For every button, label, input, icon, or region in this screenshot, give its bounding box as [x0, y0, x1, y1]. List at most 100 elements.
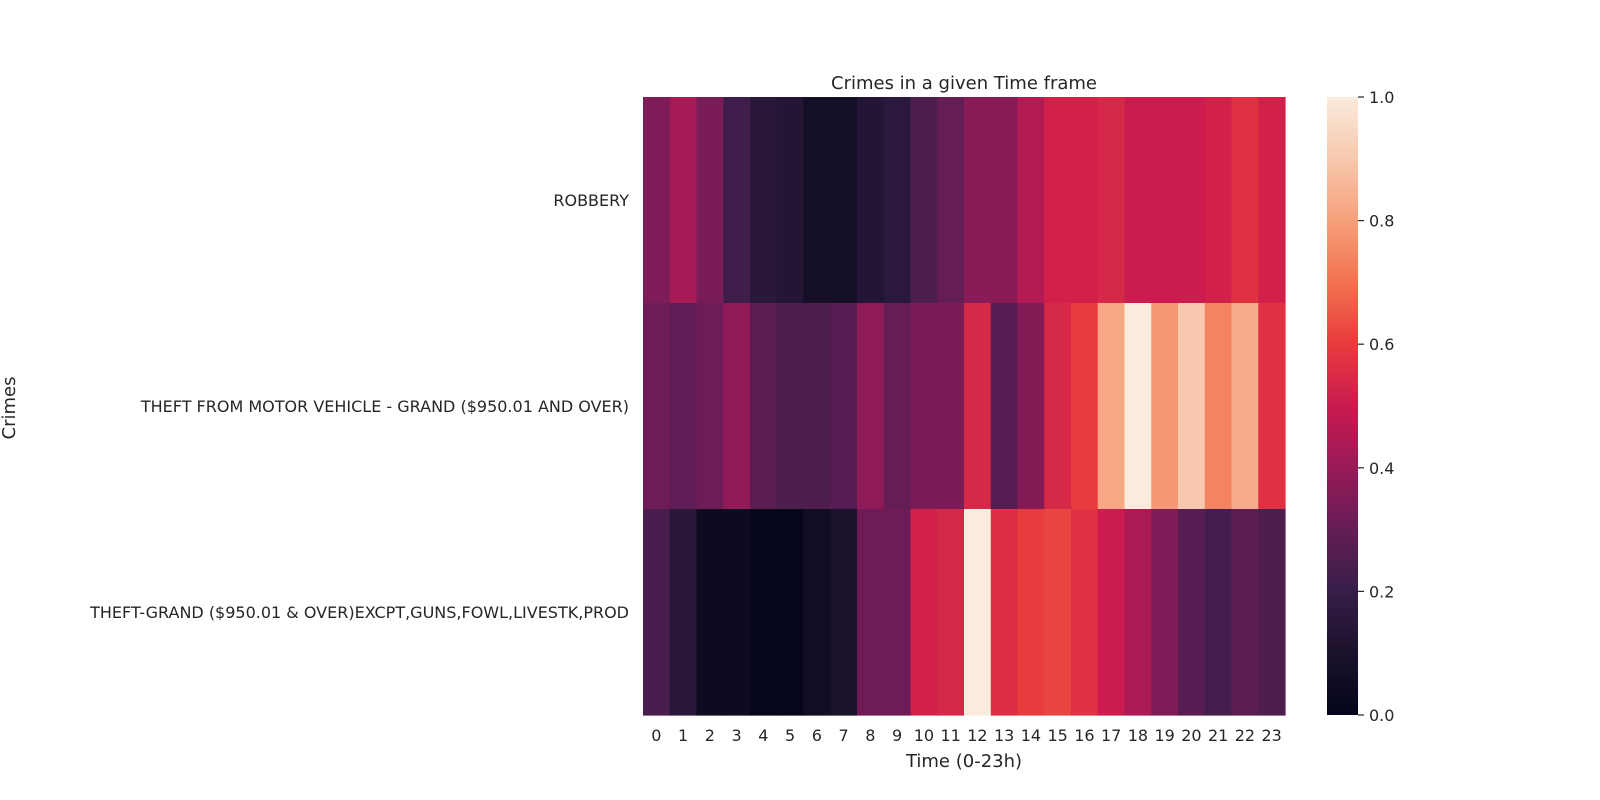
x-tick-label: 7: [839, 726, 849, 745]
heatmap-cell: [990, 303, 1019, 510]
heatmap-cell: [1258, 97, 1286, 304]
heatmap-cell: [937, 303, 965, 510]
heatmap-cell: [750, 303, 778, 510]
heatmap-cell: [1097, 303, 1126, 510]
colorbar-tick-label: 1.0: [1369, 88, 1394, 107]
heatmap-cell: [1071, 97, 1099, 304]
x-tick-label: 4: [758, 726, 768, 745]
heatmap-cell: [723, 509, 751, 716]
heatmap-cell: [964, 97, 992, 304]
heatmap-cell: [776, 303, 805, 510]
heatmap-cell: [830, 303, 858, 510]
x-tick-label: 5: [785, 726, 795, 745]
x-tick-label: 3: [732, 726, 742, 745]
heatmap-cell: [964, 303, 992, 510]
x-tick-label: 0: [651, 726, 661, 745]
heatmap-cell: [643, 509, 671, 716]
heatmap-cell: [723, 97, 751, 304]
heatmap-cell: [1097, 97, 1126, 304]
heatmap-cell: [1178, 303, 1206, 510]
heatmap-cell: [1097, 509, 1126, 716]
heatmap-cell: [1231, 97, 1259, 304]
heatmap-cell: [910, 303, 938, 510]
x-tick-label: 17: [1101, 726, 1121, 745]
heatmap-cell: [1017, 97, 1045, 304]
x-tick-label: 23: [1261, 726, 1281, 745]
heatmap-cell: [857, 509, 885, 716]
colorbar-tick-label: 0.4: [1369, 459, 1394, 478]
x-tick-label: 18: [1128, 726, 1148, 745]
y-tick-labels: ROBBERY THEFT FROM MOTOR VEHICLE - GRAND …: [89, 191, 629, 622]
heatmap-cell: [696, 509, 724, 716]
heatmap-cell: [937, 97, 965, 304]
x-tick-label: 11: [940, 726, 960, 745]
heatmap-cell: [1124, 97, 1152, 304]
y-tick-label: THEFT FROM MOTOR VEHICLE - GRAND ($950.0…: [140, 397, 629, 416]
heatmap-cell: [669, 97, 698, 304]
heatmap-cell: [696, 303, 724, 510]
x-tick-label: 20: [1181, 726, 1201, 745]
heatmap-cell: [857, 97, 885, 304]
heatmap-cell: [1124, 509, 1152, 716]
x-tick-label: 9: [892, 726, 902, 745]
heatmap-cell: [990, 509, 1019, 716]
heatmap-cell: [937, 509, 965, 716]
x-tick-label: 14: [1021, 726, 1041, 745]
heatmap-cell: [1204, 303, 1233, 510]
chart-title: Crimes in a given Time frame: [831, 73, 1097, 94]
heatmap-cell: [857, 303, 885, 510]
heatmap-cell: [1258, 303, 1286, 510]
heatmap-cell: [1124, 303, 1152, 510]
heatmap-cell: [1178, 509, 1206, 716]
colorbar: [1327, 97, 1358, 715]
heatmap-cell: [1258, 509, 1286, 716]
heatmap-cell: [1017, 509, 1045, 716]
heatmap-cell: [1151, 97, 1179, 304]
heatmap-cells: [643, 97, 1286, 716]
heatmap-cell: [883, 97, 912, 304]
heatmap-cell: [1231, 303, 1259, 510]
heatmap-cell: [1071, 509, 1099, 716]
heatmap-cell: [803, 509, 831, 716]
heatmap-cell: [803, 303, 831, 510]
heatmap-cell: [910, 97, 938, 304]
y-tick-label: THEFT-GRAND ($950.01 & OVER)EXCPT,GUNS,F…: [89, 603, 629, 622]
heatmap-cell: [1204, 509, 1233, 716]
heatmap-cell: [669, 509, 698, 716]
heatmap-cell: [830, 97, 858, 304]
heatmap-cell: [1071, 303, 1099, 510]
heatmap-cell: [776, 509, 805, 716]
colorbar-tick-label: 0.6: [1369, 335, 1394, 354]
colorbar-tick-label: 0.0: [1369, 706, 1394, 725]
heatmap-cell: [776, 97, 805, 304]
y-tick-label: ROBBERY: [553, 191, 629, 210]
x-tick-label: 15: [1047, 726, 1067, 745]
x-tick-label: 19: [1154, 726, 1174, 745]
colorbar-tick-label: 0.2: [1369, 582, 1394, 601]
heatmap-cell: [1044, 509, 1072, 716]
heatmap-cell: [1017, 303, 1045, 510]
heatmap-cell: [1178, 97, 1206, 304]
heatmap-cell: [750, 97, 778, 304]
heatmap-cell: [830, 509, 858, 716]
x-tick-label: 21: [1208, 726, 1228, 745]
x-tick-label: 6: [812, 726, 822, 745]
heatmap-cell: [964, 509, 992, 716]
x-axis-title: Time (0-23h): [905, 751, 1022, 772]
heatmap-cell: [723, 303, 751, 510]
heatmap-cell: [696, 97, 724, 304]
heatmap-cell: [750, 509, 778, 716]
heatmap-cell: [990, 97, 1019, 304]
x-tick-label: 13: [994, 726, 1014, 745]
heatmap-cell: [643, 97, 671, 304]
heatmap-cell: [1151, 303, 1179, 510]
heatmap-cell: [1151, 509, 1179, 716]
colorbar-ticks: 0.0 0.2 0.4 0.6 0.8 1.0: [1358, 88, 1394, 725]
heatmap-cell: [643, 303, 671, 510]
x-tick-label: 1: [678, 726, 688, 745]
x-tick-label: 2: [705, 726, 715, 745]
heatmap-cell: [1044, 303, 1072, 510]
y-axis-title: Crimes: [0, 377, 20, 440]
heatmap-cell: [1044, 97, 1072, 304]
